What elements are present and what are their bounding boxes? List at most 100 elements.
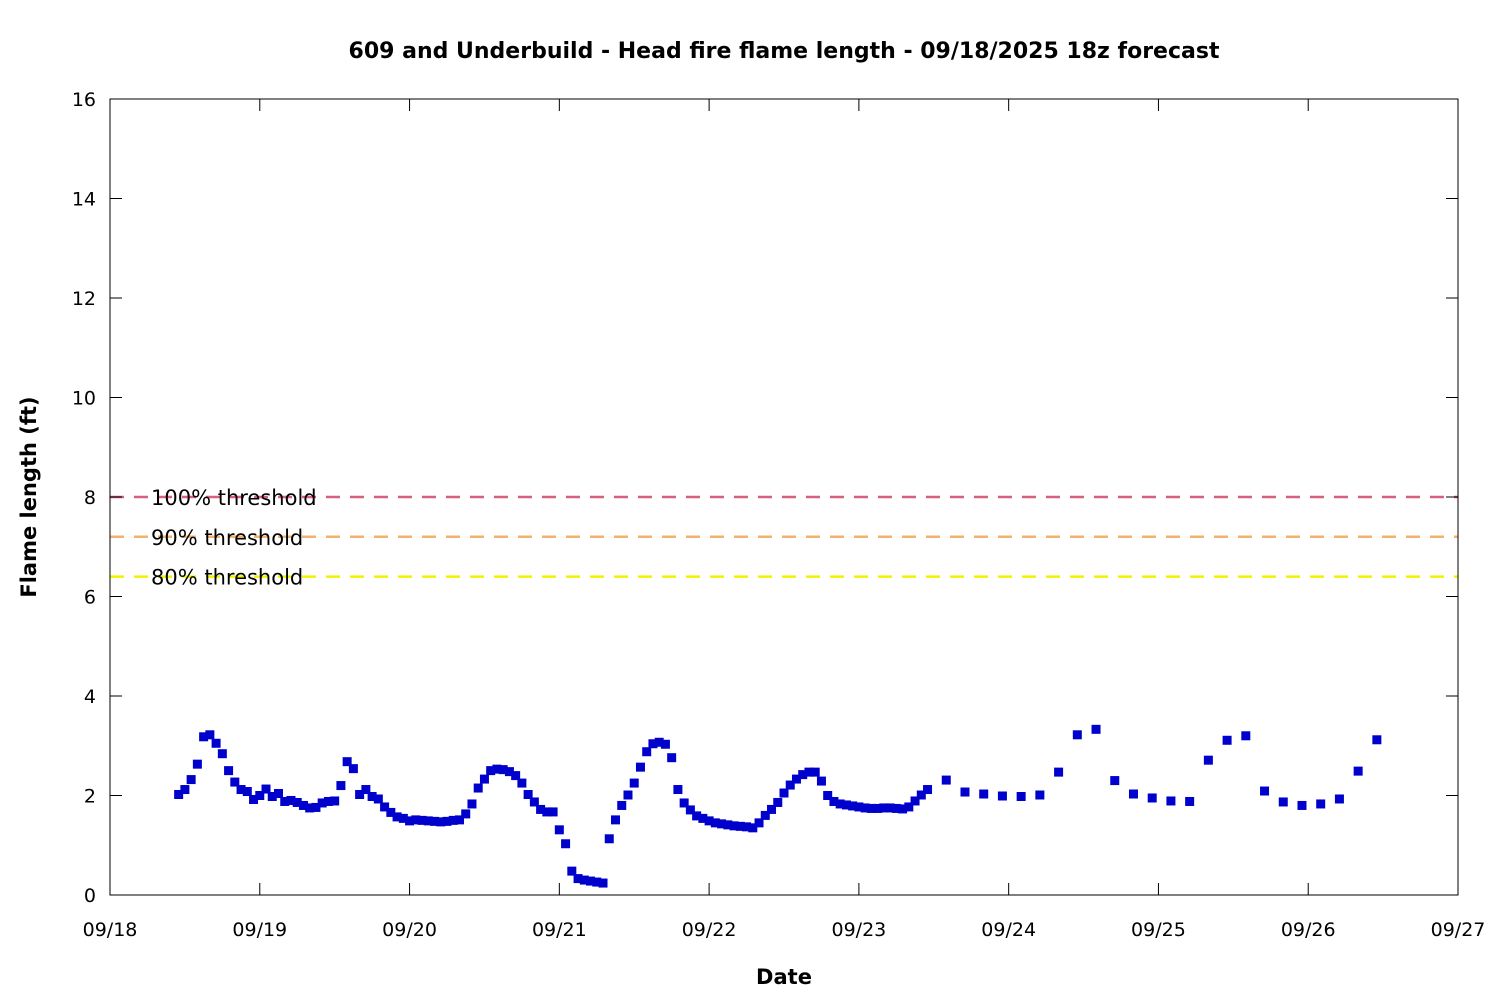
threshold-label: 90% threshold [151, 526, 303, 550]
y-tick-label: 4 [84, 686, 96, 708]
data-point [1016, 791, 1026, 801]
data-point [573, 874, 583, 884]
data-point [879, 803, 889, 813]
data-point [529, 797, 539, 807]
data-points [174, 724, 1382, 888]
data-point [174, 790, 184, 800]
data-point [199, 732, 209, 742]
data-point [305, 803, 315, 813]
data-point [1278, 797, 1288, 807]
data-point [623, 790, 633, 800]
data-point [779, 788, 789, 798]
data-point [430, 816, 440, 826]
data-point [249, 794, 259, 804]
data-point [323, 796, 333, 806]
data-point [511, 771, 521, 781]
y-axis-title: Flame length (ft) [17, 396, 41, 597]
data-point [586, 876, 596, 886]
data-point [673, 785, 683, 795]
data-point [979, 789, 989, 799]
data-point [392, 812, 402, 822]
threshold-label: 80% threshold [151, 566, 303, 590]
data-point [717, 819, 727, 829]
data-point [230, 777, 240, 787]
data-point [454, 815, 464, 825]
data-point [742, 822, 752, 832]
data-point [866, 803, 876, 813]
data-point [735, 821, 745, 831]
data-point [798, 770, 808, 780]
data-point [298, 800, 308, 810]
data-point [236, 785, 246, 795]
data-point [405, 816, 415, 826]
y-tick-label: 6 [84, 587, 96, 609]
data-point [330, 796, 340, 806]
data-point [617, 800, 627, 810]
y-tick-label: 2 [84, 786, 96, 808]
data-point [336, 781, 346, 791]
data-point [180, 785, 190, 795]
data-point [635, 762, 645, 772]
data-point [186, 775, 196, 785]
data-point [785, 780, 795, 790]
data-point [1334, 794, 1344, 804]
chart-title: 609 and Underbuild - Head fire flame len… [349, 39, 1220, 64]
data-point [361, 785, 371, 795]
data-point [373, 794, 383, 804]
data-point [242, 787, 252, 797]
data-point [904, 802, 914, 812]
data-point [660, 739, 670, 749]
data-point [192, 759, 202, 769]
data-point [448, 815, 458, 825]
data-point [910, 796, 920, 806]
data-point [885, 803, 895, 813]
data-point [292, 797, 302, 807]
data-point [760, 810, 770, 820]
data-point [810, 767, 820, 777]
data-point [854, 802, 864, 812]
data-point [423, 816, 433, 826]
x-tick-label: 09/25 [1131, 919, 1186, 941]
x-axis: 09/18 09/19 09/20 09/21 09/22 09/23 09/24 09/25… [83, 99, 1485, 941]
data-point [1316, 799, 1326, 809]
x-axis-title: Date [756, 965, 812, 989]
y-tick-label: 12 [72, 288, 96, 310]
data-point [960, 787, 970, 797]
data-point [498, 765, 508, 775]
data-point [255, 791, 265, 800]
data-point [548, 807, 558, 817]
data-point [685, 805, 695, 815]
data-point [710, 818, 720, 828]
data-point [1166, 796, 1176, 806]
y-tick-label: 16 [72, 89, 96, 111]
data-point [748, 823, 758, 833]
data-point [554, 825, 564, 835]
data-point [841, 800, 851, 810]
x-tick-label: 09/26 [1281, 919, 1336, 941]
data-point [604, 834, 614, 844]
data-point [1091, 724, 1101, 734]
data-point [542, 807, 552, 817]
data-point [205, 730, 215, 740]
data-point [536, 804, 546, 814]
data-point [311, 802, 321, 812]
data-point [767, 804, 777, 814]
data-point [442, 816, 452, 826]
data-point [261, 784, 271, 794]
data-point [692, 811, 702, 821]
data-point [1241, 731, 1251, 741]
data-point [461, 809, 471, 819]
data-point [1372, 735, 1382, 745]
data-point [816, 776, 826, 786]
data-point [436, 817, 446, 827]
data-point [523, 790, 533, 800]
data-point [804, 767, 814, 777]
data-point [217, 749, 227, 759]
y-tick-label: 10 [72, 388, 96, 410]
data-point [561, 839, 571, 849]
data-point [729, 821, 739, 831]
data-point [1353, 766, 1363, 776]
data-point [592, 877, 602, 887]
data-point [611, 815, 620, 825]
